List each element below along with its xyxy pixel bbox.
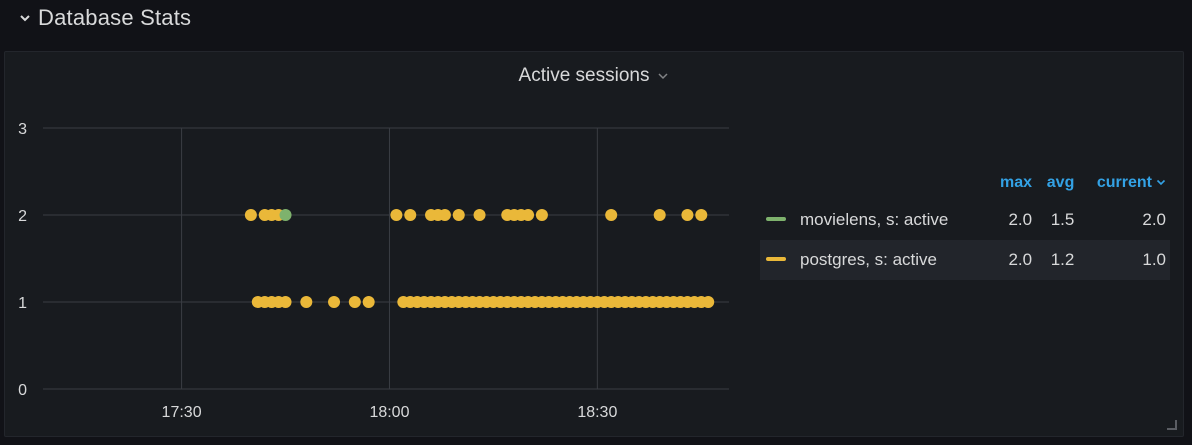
legend-header-name: [760, 170, 989, 200]
legend-value-max: 2.0: [988, 240, 1037, 280]
chart-grid: [43, 127, 729, 390]
legend-header-current-label: current: [1096, 174, 1152, 191]
data-point[interactable]: [681, 209, 694, 221]
data-point[interactable]: [300, 296, 313, 308]
legend-value-current: 2.0: [1142, 210, 1166, 229]
panel-resize-handle[interactable]: [1167, 420, 1177, 430]
data-point[interactable]: [362, 296, 375, 308]
data-point[interactable]: [244, 209, 257, 221]
panel-title: Active sessions: [518, 65, 650, 86]
data-point[interactable]: [695, 209, 708, 221]
legend-series-name[interactable]: postgres, s: active: [800, 250, 938, 269]
data-point[interactable]: [653, 209, 666, 221]
row-title: Database Stats: [38, 5, 192, 30]
data-point[interactable]: [390, 209, 403, 221]
x-tick-label: 17:30: [162, 404, 202, 421]
data-point[interactable]: [605, 209, 618, 221]
panel-title-menu[interactable]: Active sessions: [519, 65, 670, 87]
row-header-database-stats[interactable]: Database Stats: [18, 0, 191, 36]
data-point[interactable]: [279, 296, 292, 308]
data-point[interactable]: [702, 296, 715, 308]
x-tick-label: 18:00: [369, 404, 409, 421]
chart-points: [244, 209, 715, 308]
data-point[interactable]: [404, 209, 417, 221]
chart-legend: max avg current movielens, s: active 2.0…: [760, 170, 1170, 280]
data-point[interactable]: [452, 209, 465, 221]
legend-header-max[interactable]: max: [1000, 174, 1033, 191]
y-tick-label: 0: [18, 382, 27, 399]
legend-swatch: [766, 216, 786, 221]
x-tick-label: 18:30: [577, 404, 617, 421]
data-point[interactable]: [328, 296, 341, 308]
legend-value-avg: 1.5: [1050, 210, 1075, 229]
legend-header-current[interactable]: current: [1078, 170, 1170, 200]
data-point[interactable]: [535, 209, 548, 221]
data-point[interactable]: [348, 296, 361, 308]
active-sessions-chart: 0 1 2 3 17:30 18:00 18:30: [18, 121, 729, 421]
chevron-down-icon: [18, 11, 32, 25]
legend-swatch: [766, 256, 786, 261]
legend-row-postgres[interactable]: postgres, s: active 2.0 1.2 1.0: [760, 240, 1170, 280]
data-point[interactable]: [279, 209, 292, 221]
chevron-down-icon: [657, 70, 669, 82]
data-point[interactable]: [438, 209, 451, 221]
data-point[interactable]: [522, 209, 535, 221]
x-axis-ticks: 17:30 18:00 18:30: [162, 404, 618, 421]
legend-header-avg[interactable]: avg: [1046, 174, 1075, 191]
sort-desc-icon: [1156, 174, 1166, 186]
legend-series-name[interactable]: movielens, s: active: [800, 210, 949, 229]
y-tick-label: 3: [18, 121, 27, 138]
y-tick-label: 2: [18, 208, 27, 225]
active-sessions-panel: Active sessions 0 1 2 3 17:30 18:00 18:30 max…: [4, 51, 1184, 437]
data-point[interactable]: [473, 209, 486, 221]
legend-row-movielens[interactable]: movielens, s: active 2.0 1.5 2.0: [760, 200, 1170, 240]
legend-value-avg: 1.2: [1036, 240, 1079, 280]
legend-value-current: 1.0: [1078, 240, 1170, 280]
y-axis-ticks: 0 1 2 3: [18, 121, 27, 399]
y-tick-label: 1: [18, 295, 27, 312]
legend-value-max: 2.0: [1008, 210, 1033, 229]
